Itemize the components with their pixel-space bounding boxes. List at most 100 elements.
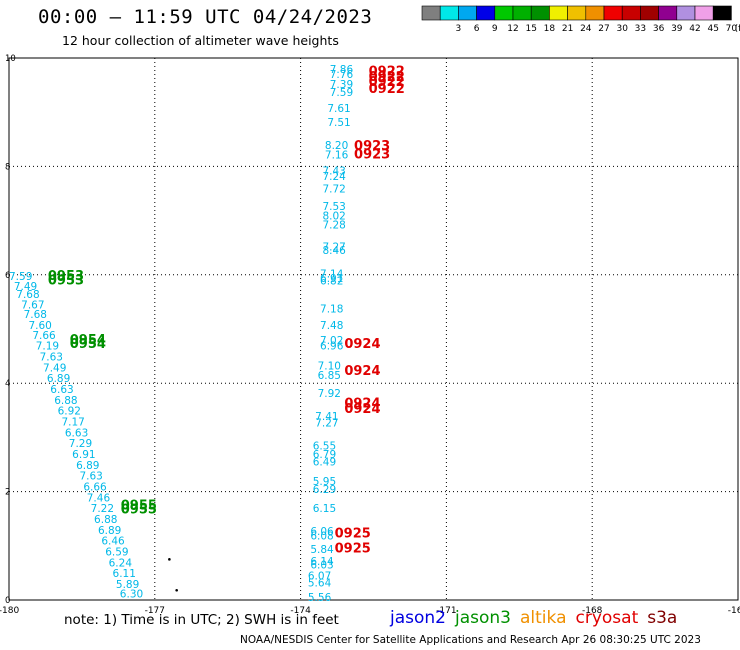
wave-height-label: 7.49: [43, 362, 66, 374]
wave-height-label: 7.60: [28, 320, 51, 332]
colorbar-tick-label: 18: [544, 24, 556, 34]
wave-height-label: 5.56: [308, 592, 332, 604]
footnote: note: 1) Time is in UTC; 2) SWH is in fe…: [64, 612, 339, 628]
wave-height-label: 6.79: [313, 449, 336, 461]
wave-height-label: 6.11: [113, 568, 136, 580]
wave-height-label: 7.67: [21, 299, 44, 311]
pass-time-label: 0923: [354, 139, 390, 154]
wave-height-label: 6.24: [109, 557, 133, 569]
wave-height-label: 6.92: [58, 406, 81, 418]
wave-height-label: 7.72: [322, 183, 345, 195]
wave-height-label: 6.14: [310, 556, 334, 568]
wave-height-label: 7.63: [79, 471, 102, 483]
x-tick-label: -171: [436, 606, 456, 615]
credit-line: NOAA/NESDIS Center for Satellite Applica…: [240, 634, 701, 646]
wave-height-label: 7.61: [327, 103, 350, 115]
wave-height-label: 7.68: [24, 309, 47, 321]
pass-time-label: 0953: [48, 274, 84, 289]
colorbar-tick-label: 3: [456, 24, 462, 34]
wave-height-label: 6.63: [65, 427, 88, 439]
point-marker: [168, 558, 171, 561]
pass-time-label: 0925: [335, 527, 371, 542]
pass-time-label: 0924: [344, 364, 380, 379]
wave-height-label: 6.08: [310, 530, 333, 542]
satellite-legend-item: cryosat: [575, 608, 639, 628]
wave-height-label: 6.03: [310, 560, 333, 572]
pass-time-label: 0924: [344, 337, 380, 352]
colorbar-tick-label: 9: [492, 24, 498, 34]
chart-title: 00:00 – 11:59 UTC 04/24/2023: [38, 6, 373, 28]
wave-height-label: 5.89: [116, 579, 139, 591]
colorbar-tick-label: 30: [616, 24, 628, 34]
wave-height-label: 5.95: [313, 476, 336, 488]
y-tick-label: 2: [5, 488, 10, 498]
colorbar-tick-label: 15: [525, 24, 536, 34]
wave-height-label: 6.91: [72, 449, 95, 461]
wave-height-label: 7.86: [330, 64, 354, 76]
colorbar-tick-label: 42: [689, 24, 700, 34]
wave-height-label: 6.89: [98, 525, 121, 537]
y-tick-label: 6: [5, 271, 10, 281]
wave-height-label: 7.17: [61, 416, 84, 428]
wave-height-label: 6.88: [94, 514, 117, 526]
x-tick-label: -168: [582, 606, 603, 615]
pass-time-label: 0922: [369, 70, 405, 85]
colorbar-tick-label: 12: [507, 24, 518, 34]
wave-height-label: 7.24: [322, 171, 346, 183]
wave-height-label: 7.27: [322, 241, 345, 253]
wave-height-label: 6.30: [120, 588, 143, 600]
satellite-legend: jason2 jason3 altika cryosat s3a: [390, 608, 686, 628]
pass-time-label: 0924: [344, 397, 380, 412]
satellite-legend-item: jason3: [455, 608, 511, 628]
colorbar-tick-label: 36: [653, 24, 665, 34]
wave-height-label: 7.27: [315, 418, 338, 430]
wave-height-label: 6.82: [320, 276, 343, 288]
pass-time-label: 0954: [70, 333, 106, 348]
wave-height-label: 6.49: [313, 457, 336, 469]
satellite-legend-item: jason2: [390, 608, 446, 628]
pass-time-label: 0923: [354, 147, 390, 162]
pass-time-label: 0922: [369, 64, 405, 79]
colorbar-tick-label: 45: [707, 24, 718, 34]
wave-height-label: 7.22: [91, 503, 114, 515]
wave-height-label: 5.64: [308, 577, 332, 589]
wave-height-label: 6.29: [313, 484, 336, 496]
y-tick-label: 10: [5, 54, 16, 64]
wave-height-label: 7.59: [9, 271, 32, 283]
colorbar-tick-label: 33: [635, 24, 646, 34]
pass-time-label: 0955: [121, 498, 157, 513]
wave-height-label: 6.06: [310, 526, 334, 538]
wave-height-label: 7.49: [14, 281, 37, 293]
wave-height-label: 6.85: [318, 370, 341, 382]
wave-height-label: 6.07: [308, 570, 331, 582]
y-tick-label: 8: [5, 162, 10, 172]
wave-height-label: 6.63: [50, 384, 73, 396]
wave-height-label: 7.28: [322, 220, 345, 232]
wave-height-label: 6.89: [76, 460, 99, 472]
wave-height-label: 7.18: [320, 304, 343, 316]
wave-height-label: 7.29: [69, 438, 92, 450]
wave-height-plot: -180-177-174-171-168-16502468107.597.497…: [0, 54, 740, 615]
colorbar-tick-label: 27: [598, 24, 609, 34]
wave-height-label: 7.14: [320, 269, 344, 281]
pass-time-label: 0955: [121, 502, 157, 517]
wave-height-label: 6.55: [313, 440, 336, 452]
colorbar-tick-label: 24: [580, 24, 592, 34]
colorbar-tick-label: 21: [562, 24, 573, 34]
pass-time-label: 0922: [369, 82, 405, 97]
colorbar-tick-label: 6: [474, 24, 480, 34]
colorbar-tick-label: 39: [671, 24, 683, 34]
wave-height-label: 7.16: [325, 149, 349, 161]
wave-height-label: 7.41: [315, 411, 338, 423]
wave-height-label: 7.53: [322, 201, 345, 213]
chart-subtitle: 12 hour collection of altimeter wave hei…: [62, 33, 339, 48]
wave-height-label: 7.10: [318, 361, 341, 373]
colorbar-tick-label: 70: [726, 24, 738, 34]
pass-time-label: 0954: [70, 337, 106, 352]
pass-time-label: 0925: [335, 541, 371, 556]
wave-height-label: 7.92: [318, 388, 341, 400]
wave-height-label: 7.43: [322, 166, 345, 178]
wave-height-label: 6.59: [105, 547, 128, 559]
wave-height-label: 7.76: [330, 69, 354, 81]
